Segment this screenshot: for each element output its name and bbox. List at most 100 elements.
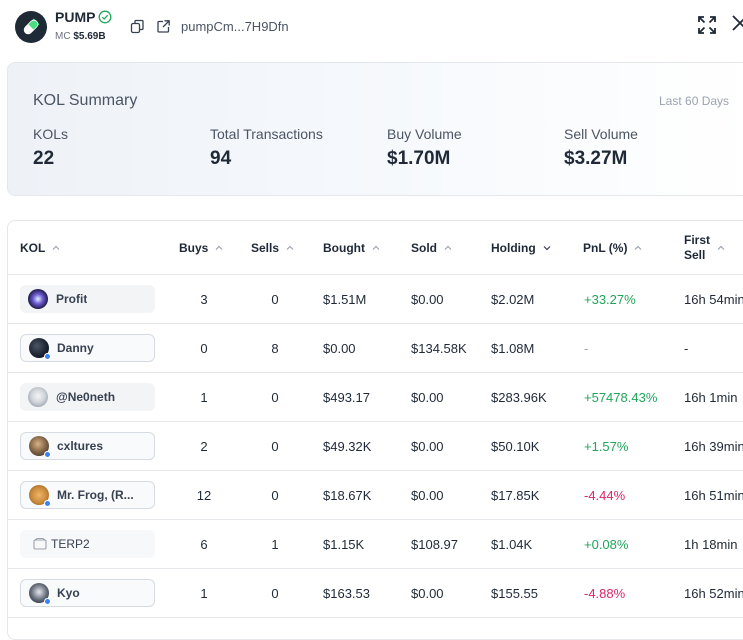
kol-name: @Ne0neth [56, 390, 116, 404]
avatar [28, 289, 48, 309]
pnl-cell: +0.08% [584, 537, 629, 552]
kol-name: TERP2 [51, 537, 90, 551]
stat-value: 22 [33, 148, 55, 169]
table-row[interactable]: Mr. Frog, (R... 12 0 $18.67K $0.00 $17.8… [8, 471, 743, 520]
first-sell-cell: 16h 51min [684, 488, 743, 503]
sells-cell: 0 [271, 439, 279, 454]
column-header-kol[interactable]: KOL [20, 221, 60, 274]
market-cap-label: MC [55, 31, 71, 42]
pnl-cell: - [584, 341, 589, 356]
sells-cell: 0 [271, 586, 279, 601]
column-label: Holding [491, 240, 536, 255]
close-icon[interactable] [730, 13, 743, 33]
kol-pill[interactable]: Mr. Frog, (R... [20, 481, 155, 509]
sort-up-icon [444, 245, 452, 250]
sort-up-icon [717, 245, 725, 250]
stat-label: Sell Volume [564, 126, 638, 142]
stat-value: 94 [210, 148, 232, 169]
bought-cell: $1.15K [323, 537, 365, 552]
table-row[interactable]: Profit 3 0 $1.51M $0.00 $2.02M +33.27% 1… [8, 275, 743, 324]
buys-cell: 2 [200, 439, 208, 454]
kol-pill[interactable]: Profit [20, 285, 155, 313]
table-row[interactable]: @Ne0neth 1 0 $493.17 $0.00 $283.96K +574… [8, 373, 743, 422]
sort-up-icon [52, 245, 60, 250]
avatar [29, 485, 51, 507]
column-header-bought[interactable]: Bought [323, 221, 380, 274]
kol-summary-card: KOL Summary Last 60 Days KOLs 22 Total T… [7, 62, 743, 196]
column-header-buys[interactable]: Buys [179, 221, 223, 274]
column-header-holding[interactable]: Holding [491, 221, 551, 274]
pnl-cell: -4.44% [584, 488, 626, 503]
wallet-icon [33, 537, 47, 550]
pnl-cell: +33.27% [584, 292, 636, 307]
summary-title: KOL Summary [33, 92, 138, 109]
table-row[interactable]: Kyo 1 0 $163.53 $0.00 $155.55 -4.88% 16h… [8, 569, 743, 618]
stat-label: Total Transactions [210, 126, 323, 142]
column-label: PnL (%) [583, 240, 628, 255]
market-cap-value: $5.69B [73, 31, 106, 42]
holding-cell: $283.96K [491, 390, 547, 405]
column-label: Bought [323, 240, 365, 255]
column-header-sold[interactable]: Sold [411, 221, 452, 274]
holding-cell: $17.85K [491, 488, 540, 503]
stat-kols: KOLs 22 [33, 126, 68, 170]
first-sell-cell: - [684, 341, 689, 356]
pnl-cell: +1.57% [584, 439, 629, 454]
sort-up-icon [286, 245, 294, 250]
kol-name: Mr. Frog, (R... [57, 488, 134, 502]
verified-icon [98, 10, 112, 24]
sells-cell: 8 [271, 341, 279, 356]
column-header-first-sell[interactable]: First Sell [684, 221, 725, 274]
sells-cell: 0 [271, 488, 279, 503]
stat-sell-volume: Sell Volume $3.27M [564, 126, 638, 170]
sort-up-icon [215, 245, 223, 250]
bought-cell: $1.51M [323, 292, 367, 307]
avatar [29, 338, 51, 360]
avatar [28, 387, 48, 407]
kol-name: Kyo [57, 586, 80, 600]
column-label: First Sell [684, 233, 710, 263]
first-sell-cell: 1h 18min [684, 537, 738, 552]
stat-buy-volume: Buy Volume $1.70M [387, 126, 462, 170]
kol-pill[interactable]: Danny [20, 334, 155, 362]
buys-cell: 6 [200, 537, 208, 552]
bought-cell: $493.17 [323, 390, 370, 405]
stat-total-transactions: Total Transactions 94 [210, 126, 323, 170]
holding-cell: $1.08M [491, 341, 535, 356]
kol-pill[interactable]: cxltures [20, 432, 155, 460]
online-indicator [44, 451, 51, 458]
table-row[interactable]: cxltures 2 0 $49.32K $0.00 $50.10K +1.57… [8, 422, 743, 471]
column-label: Sells [251, 240, 280, 255]
token-address[interactable]: pumpCm...7H9Dfn [181, 19, 289, 34]
sold-cell: $0.00 [411, 586, 444, 601]
kol-pill[interactable]: TERP2 [20, 530, 155, 558]
copy-icon[interactable] [130, 19, 145, 34]
column-label-line: Sell [684, 247, 706, 262]
token-logo [15, 11, 47, 43]
holding-cell: $2.02M [491, 292, 535, 307]
external-link-icon[interactable] [156, 19, 171, 34]
pill-icon [23, 18, 40, 35]
avatar [29, 583, 51, 605]
kol-pill[interactable]: @Ne0neth [20, 383, 155, 411]
online-indicator [44, 353, 51, 360]
sort-up-icon [635, 245, 642, 250]
sells-cell: 0 [271, 390, 279, 405]
kol-pill[interactable]: Kyo [20, 579, 155, 607]
kol-name: Profit [56, 292, 88, 306]
table-row[interactable]: TERP2 6 1 $1.15K $108.97 $1.04K +0.08% 1… [8, 520, 743, 569]
token-name: PUMP [55, 9, 96, 25]
sold-cell: $0.00 [411, 292, 444, 307]
sells-cell: 0 [271, 292, 279, 307]
sort-down-icon [543, 245, 551, 250]
summary-period: Last 60 Days [659, 94, 730, 108]
first-sell-cell: 16h 39min [684, 439, 743, 454]
pnl-cell: +57478.43% [584, 390, 658, 405]
table-row[interactable]: Danny 0 8 $0.00 $134.58K $1.08M - - [8, 324, 743, 373]
column-header-sells[interactable]: Sells [251, 221, 294, 274]
first-sell-cell: 16h 54min [684, 292, 743, 307]
expand-icon[interactable] [697, 15, 717, 35]
sold-cell: $108.97 [411, 537, 458, 552]
pnl-cell: -4.88% [584, 586, 626, 601]
column-header-pnl[interactable]: PnL (%) [583, 221, 642, 274]
